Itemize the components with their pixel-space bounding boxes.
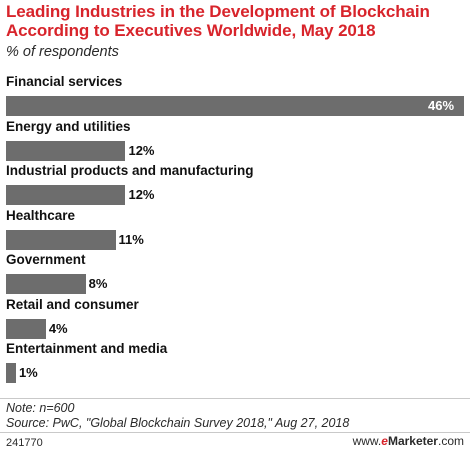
value-label: 1% — [18, 365, 38, 380]
value-label: 4% — [48, 320, 68, 336]
value-label: 8% — [88, 276, 108, 291]
bar — [6, 318, 46, 339]
brand-suffix: .com — [437, 434, 464, 448]
chart-subtitle: % of respondents — [6, 44, 119, 60]
brand-name: Marketer — [387, 434, 438, 448]
chart-note: Note: n=600 — [6, 401, 75, 415]
category-label: Entertainment and media — [6, 341, 168, 356]
footer-divider-bottom — [0, 432, 470, 433]
value-label: 12% — [128, 142, 155, 158]
category-label: Healthcare — [6, 207, 76, 223]
category-label: Retail and consumer — [6, 296, 139, 312]
category-label: Industrial products and manufacturing — [6, 163, 254, 178]
brand-e: e — [381, 434, 388, 448]
footer-divider — [0, 398, 470, 399]
bar — [6, 363, 16, 383]
bar — [6, 185, 126, 205]
bar — [6, 140, 126, 161]
bar-chart: Financial services 46% Energy and utilitie… — [0, 74, 470, 394]
value-label: 11% — [118, 231, 144, 247]
chart-source: Source: PwC, "Global Blockchain Survey 2… — [6, 416, 350, 430]
category-label: Financial services — [6, 74, 123, 89]
category-label: Government — [6, 252, 86, 267]
emarketer-logo[interactable]: www.eMarketer.com — [353, 434, 464, 448]
bar — [6, 229, 116, 250]
bar — [6, 96, 464, 116]
chart-id: 241770 — [6, 437, 43, 449]
bar — [6, 274, 86, 294]
value-label: 46% — [428, 98, 455, 113]
chart-title: Leading Industries in the Development of… — [6, 2, 430, 40]
value-label: 12% — [128, 187, 155, 202]
category-label: Energy and utilities — [6, 118, 131, 134]
brand-prefix: www. — [352, 434, 382, 448]
